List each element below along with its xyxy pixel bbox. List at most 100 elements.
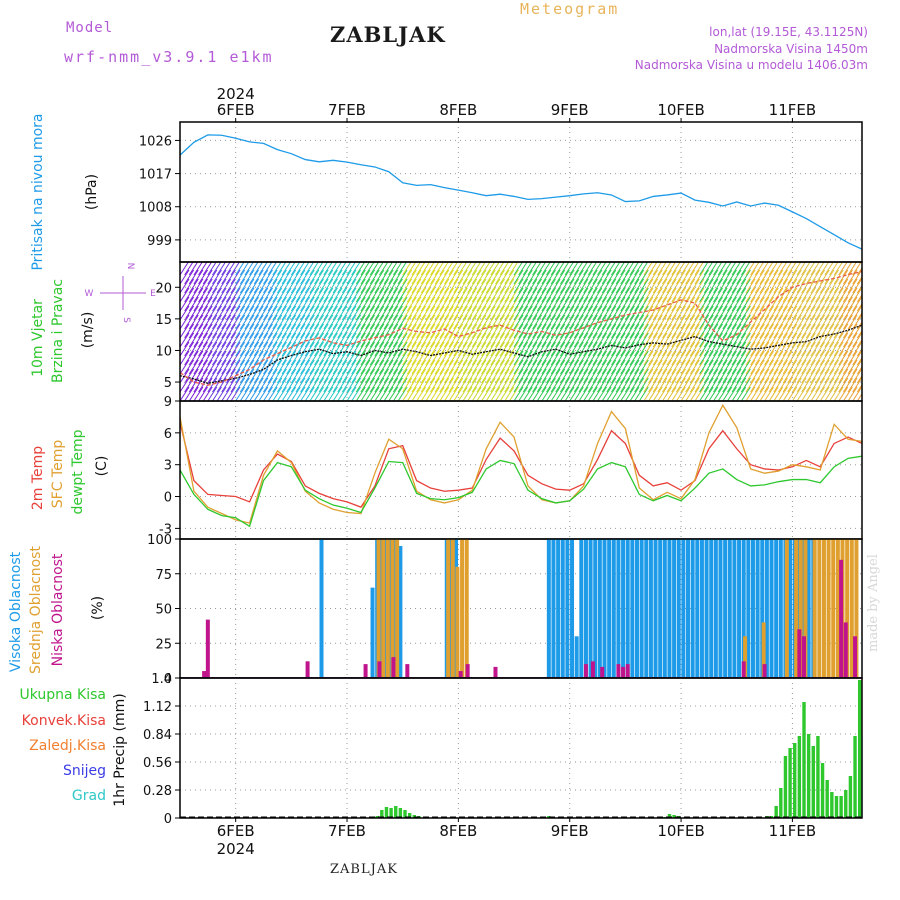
wind-barb bbox=[722, 269, 733, 285]
wind-barb bbox=[481, 296, 491, 312]
wind-barb bbox=[819, 269, 830, 285]
wind-barb bbox=[388, 262, 398, 276]
wind-barb bbox=[300, 386, 311, 401]
bar-cloud_mid bbox=[812, 539, 817, 678]
wind-barb bbox=[796, 262, 806, 276]
wind-barb bbox=[810, 386, 821, 401]
wind-barb bbox=[680, 377, 691, 393]
wind-barb bbox=[402, 262, 412, 276]
wind-barb bbox=[388, 332, 399, 348]
wind-barb bbox=[462, 262, 472, 276]
wind-barb bbox=[180, 323, 190, 339]
wind-barb bbox=[847, 368, 858, 384]
wind-barb bbox=[188, 377, 199, 393]
wind-barb bbox=[764, 296, 774, 312]
wind-barb bbox=[253, 341, 264, 357]
wind-barb bbox=[309, 269, 320, 285]
wind-barb bbox=[550, 314, 561, 330]
wind-barb bbox=[573, 368, 584, 384]
wind-barb bbox=[527, 269, 538, 285]
wind-barb bbox=[611, 386, 621, 401]
precip-legend-item: Grad bbox=[72, 788, 106, 804]
wind-barb bbox=[778, 377, 788, 393]
wind-barb bbox=[768, 305, 779, 321]
wind-barb bbox=[629, 386, 640, 401]
wind-barb bbox=[281, 368, 292, 384]
wind-barb bbox=[541, 262, 551, 276]
wind-barb bbox=[457, 377, 468, 393]
wind-barb bbox=[662, 377, 672, 393]
wind-barb bbox=[267, 305, 278, 321]
wind-barb bbox=[485, 296, 496, 312]
wind-barb bbox=[805, 262, 816, 276]
wind-barb bbox=[852, 359, 862, 375]
wind-barb bbox=[490, 359, 501, 375]
wind-barb bbox=[801, 262, 811, 276]
wind-barb bbox=[597, 332, 607, 348]
wind-barb bbox=[532, 262, 542, 276]
wind-barb bbox=[536, 359, 547, 375]
wind-barb bbox=[657, 368, 668, 384]
wind-barb bbox=[527, 262, 537, 276]
wind-barb bbox=[569, 305, 580, 321]
wind-barb bbox=[216, 368, 227, 384]
wind-barb bbox=[676, 296, 686, 312]
wind-barb bbox=[541, 377, 552, 393]
wind-barb bbox=[671, 332, 682, 348]
wind-barb bbox=[750, 305, 761, 321]
wind-barb bbox=[717, 377, 728, 393]
wind-barb bbox=[805, 386, 816, 401]
wind-barb bbox=[202, 305, 213, 321]
wind-barb bbox=[267, 386, 278, 401]
bar-cloud_mid bbox=[794, 539, 799, 678]
wind-barb bbox=[462, 296, 473, 312]
wind-barb bbox=[180, 314, 190, 330]
wind-barb bbox=[444, 314, 454, 330]
wind-barb bbox=[666, 269, 677, 285]
wind-barb bbox=[564, 296, 575, 312]
wind-barb bbox=[244, 359, 255, 375]
wind-barb bbox=[689, 359, 700, 375]
wind-barb bbox=[782, 368, 793, 384]
wind-barb bbox=[207, 262, 217, 276]
wind-barb bbox=[754, 296, 765, 312]
station-title: ZABLJAK bbox=[330, 22, 446, 47]
wind-barb bbox=[439, 305, 450, 321]
wind-barb bbox=[560, 323, 570, 339]
wind-barb bbox=[601, 278, 612, 294]
wind-barb bbox=[304, 296, 315, 312]
bottom-station-label: ZABLJAK bbox=[330, 862, 398, 877]
wind-barb bbox=[671, 341, 682, 357]
model-elevation-text: Nadmorska Visina u modelu 1406.03m bbox=[634, 58, 868, 72]
wind-barb bbox=[462, 305, 473, 321]
wind-barb bbox=[290, 332, 301, 348]
wind-barb bbox=[662, 296, 672, 312]
wind-barb bbox=[309, 287, 320, 303]
wind-barb bbox=[416, 287, 427, 303]
wind-barb bbox=[457, 278, 468, 294]
wind-barb bbox=[615, 386, 626, 401]
wind-barb bbox=[318, 350, 329, 366]
wind-barb bbox=[277, 269, 287, 285]
wind-barb bbox=[611, 377, 621, 393]
x-tick-label-top: 9FEB bbox=[551, 101, 589, 119]
wind-barb bbox=[597, 359, 607, 375]
wind-barb bbox=[485, 368, 496, 384]
x-tick-label-bottom: 6FEB bbox=[217, 822, 255, 840]
wind-barb bbox=[225, 278, 236, 294]
wind-barb bbox=[281, 314, 292, 330]
wind-barb bbox=[801, 350, 812, 366]
wind-barb bbox=[425, 287, 436, 303]
wind-barb bbox=[341, 386, 352, 401]
wind-barb bbox=[745, 305, 756, 321]
wind-barb bbox=[555, 314, 566, 330]
wind-barb bbox=[444, 269, 454, 285]
wind-barb bbox=[439, 332, 450, 348]
wind-barb bbox=[740, 296, 751, 312]
wind-barb bbox=[180, 269, 190, 285]
wind-barb bbox=[499, 368, 510, 384]
wind-barb bbox=[699, 332, 710, 348]
wind-barb bbox=[388, 287, 399, 303]
